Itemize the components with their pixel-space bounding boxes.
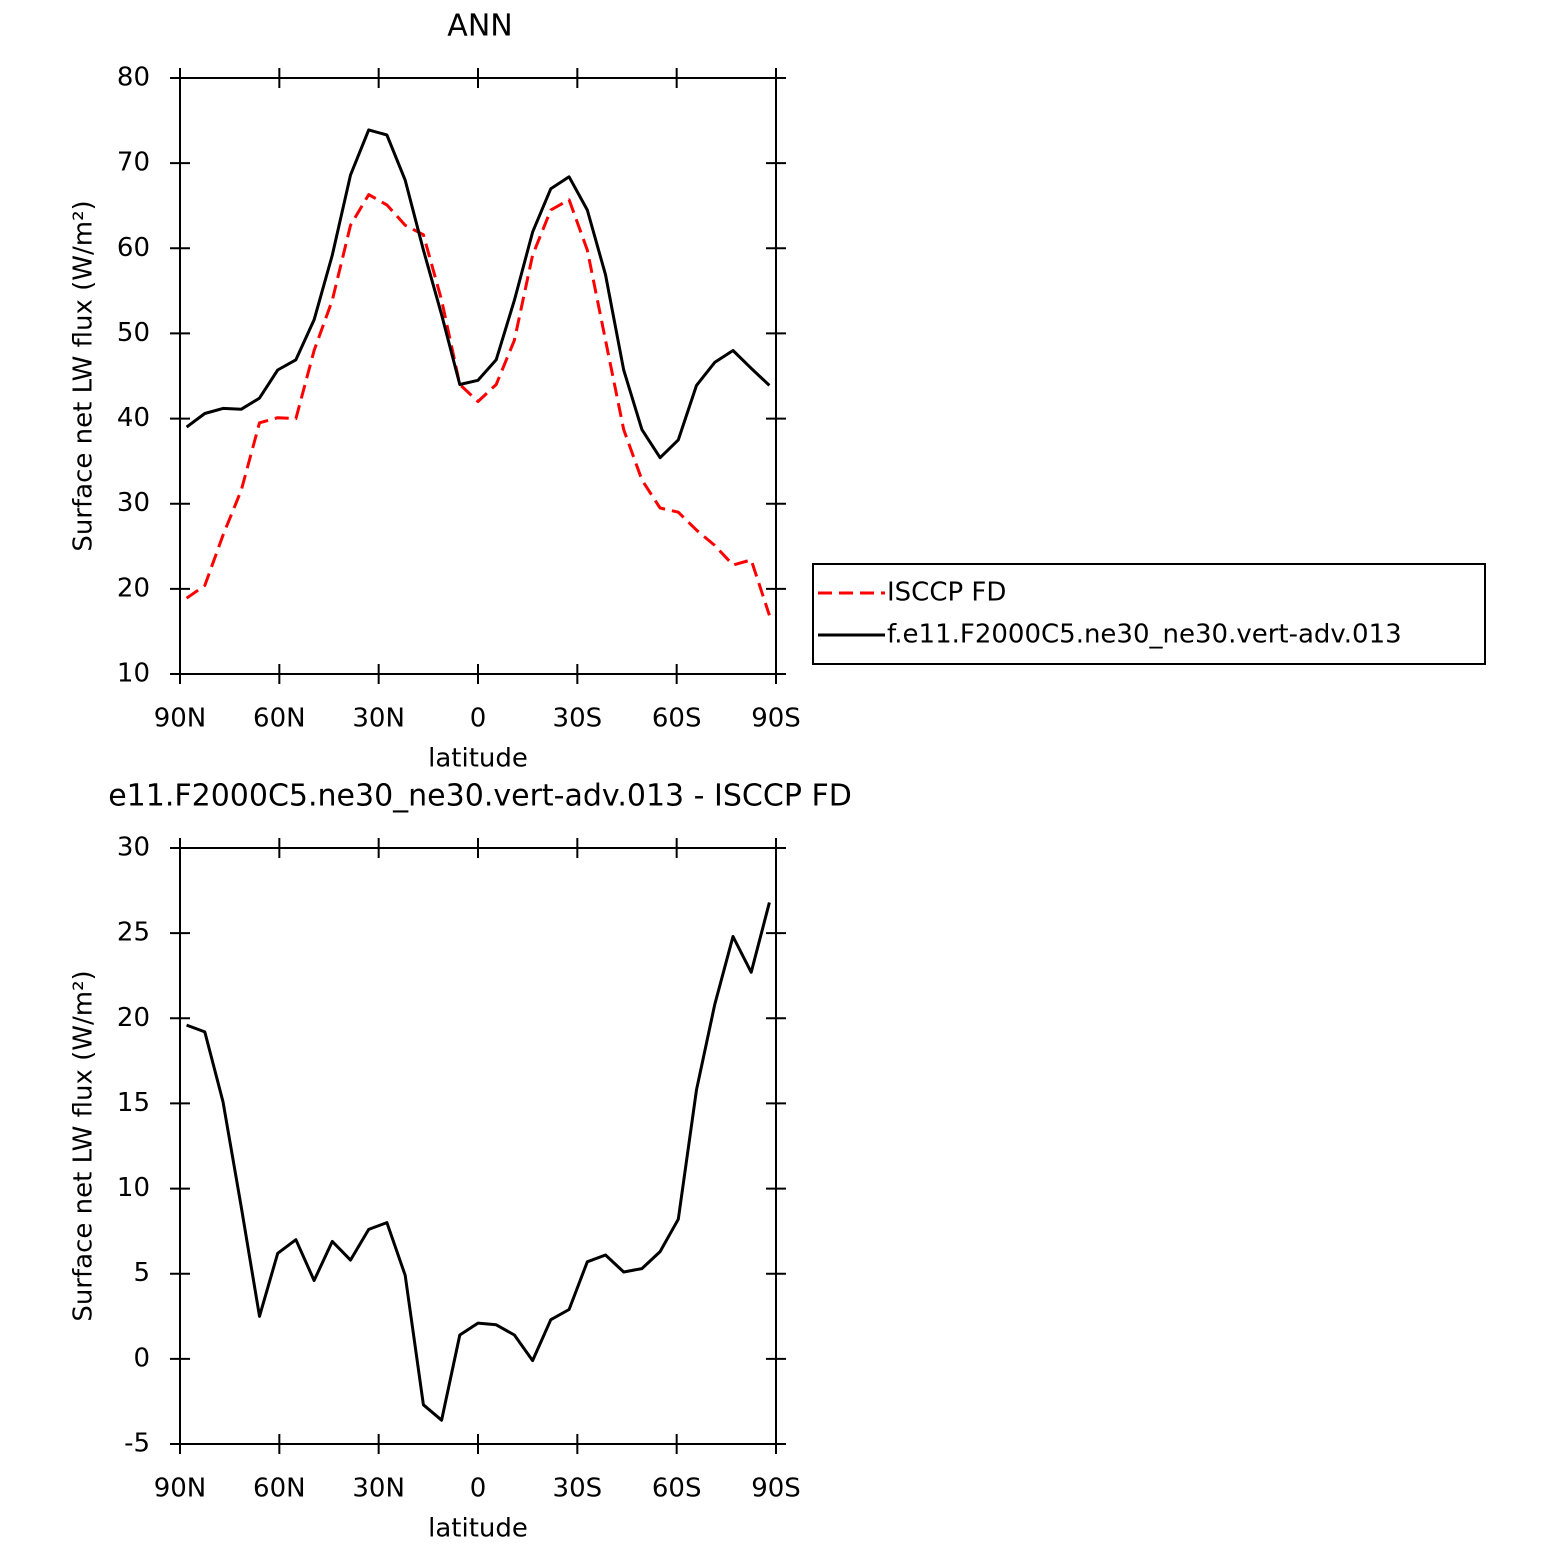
y-tick-label: 50 <box>117 318 150 348</box>
data-line <box>185 128 771 460</box>
y-tick-label: 20 <box>117 1003 150 1033</box>
x-tick-label: 90N <box>154 1474 207 1504</box>
y-tick-label: -5 <box>124 1429 150 1459</box>
legend-label: ISCCP FD <box>887 578 1006 608</box>
y-tick-label: 5 <box>133 1258 150 1288</box>
x-tick-label: 30N <box>352 704 405 734</box>
x-tick-label: 30N <box>352 1474 405 1504</box>
y-axis-label: Surface net LW flux (W/m²) <box>69 970 99 1321</box>
plot-frame <box>179 847 777 1445</box>
chart-title: e11.F2000C5.ne30_ne30.vert-adv.013 - ISC… <box>108 779 852 814</box>
y-tick-label: 30 <box>117 833 150 863</box>
y-tick-label: 10 <box>117 1173 150 1203</box>
x-axis-label: latitude <box>428 1514 528 1544</box>
y-tick-label: 20 <box>117 573 150 603</box>
y-tick-label: 40 <box>117 403 150 433</box>
chart-title: ANN <box>447 9 512 44</box>
y-tick-label: 30 <box>117 488 150 518</box>
plot-frame <box>179 77 777 675</box>
x-tick-label: 30S <box>553 704 603 734</box>
y-tick-label: 60 <box>117 233 150 263</box>
y-tick-label: 10 <box>117 659 150 689</box>
x-tick-label: 0 <box>470 704 487 734</box>
legend-box <box>812 563 1486 665</box>
x-tick-label: 0 <box>470 1474 487 1504</box>
data-line <box>186 902 771 1422</box>
y-axis-label: Surface net LW flux (W/m²) <box>69 200 99 551</box>
x-tick-label: 90S <box>751 1474 801 1504</box>
y-tick-label: 0 <box>133 1343 150 1373</box>
x-tick-label: 60N <box>253 1474 306 1504</box>
y-tick-label: 70 <box>117 148 150 178</box>
x-tick-label: 90N <box>154 704 207 734</box>
y-tick-label: 15 <box>117 1088 150 1118</box>
x-tick-label: 30S <box>553 1474 603 1504</box>
x-tick-label: 60S <box>652 1474 702 1504</box>
x-tick-label: 60N <box>253 704 306 734</box>
x-tick-label: 60S <box>652 704 702 734</box>
data-line <box>185 193 771 616</box>
y-tick-label: 25 <box>117 918 150 948</box>
x-axis-label: latitude <box>428 744 528 774</box>
x-tick-label: 90S <box>751 704 801 734</box>
y-tick-label: 80 <box>117 63 150 93</box>
legend-label: f.e11.F2000C5.ne30_ne30.vert-adv.013 <box>887 620 1402 650</box>
